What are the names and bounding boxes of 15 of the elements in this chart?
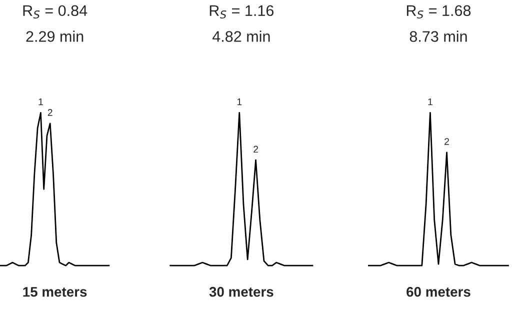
annotation: 2 xyxy=(254,146,258,153)
chart-subtitle: 4.82 min xyxy=(212,30,270,42)
annotation: 2 xyxy=(48,109,52,116)
annotation: 2 xyxy=(444,138,449,145)
x-axis-title: 15 meters xyxy=(23,287,87,297)
chart-title: R$_{S}$ = 1.68 xyxy=(406,5,471,19)
chart-title: R$_{S}$ = 1.16 xyxy=(210,5,274,19)
annotation: 1 xyxy=(428,98,432,106)
chart-title: R$_{S}$ = 0.84 xyxy=(23,5,88,19)
annotation: 1 xyxy=(237,98,242,106)
x-axis-title: 30 meters xyxy=(209,286,274,297)
x-axis-title: 60 meters xyxy=(406,286,470,297)
chart-subtitle: 2.29 min xyxy=(26,30,84,42)
chart-subtitle: 8.73 min xyxy=(410,30,467,42)
annotation: 1 xyxy=(38,98,43,106)
